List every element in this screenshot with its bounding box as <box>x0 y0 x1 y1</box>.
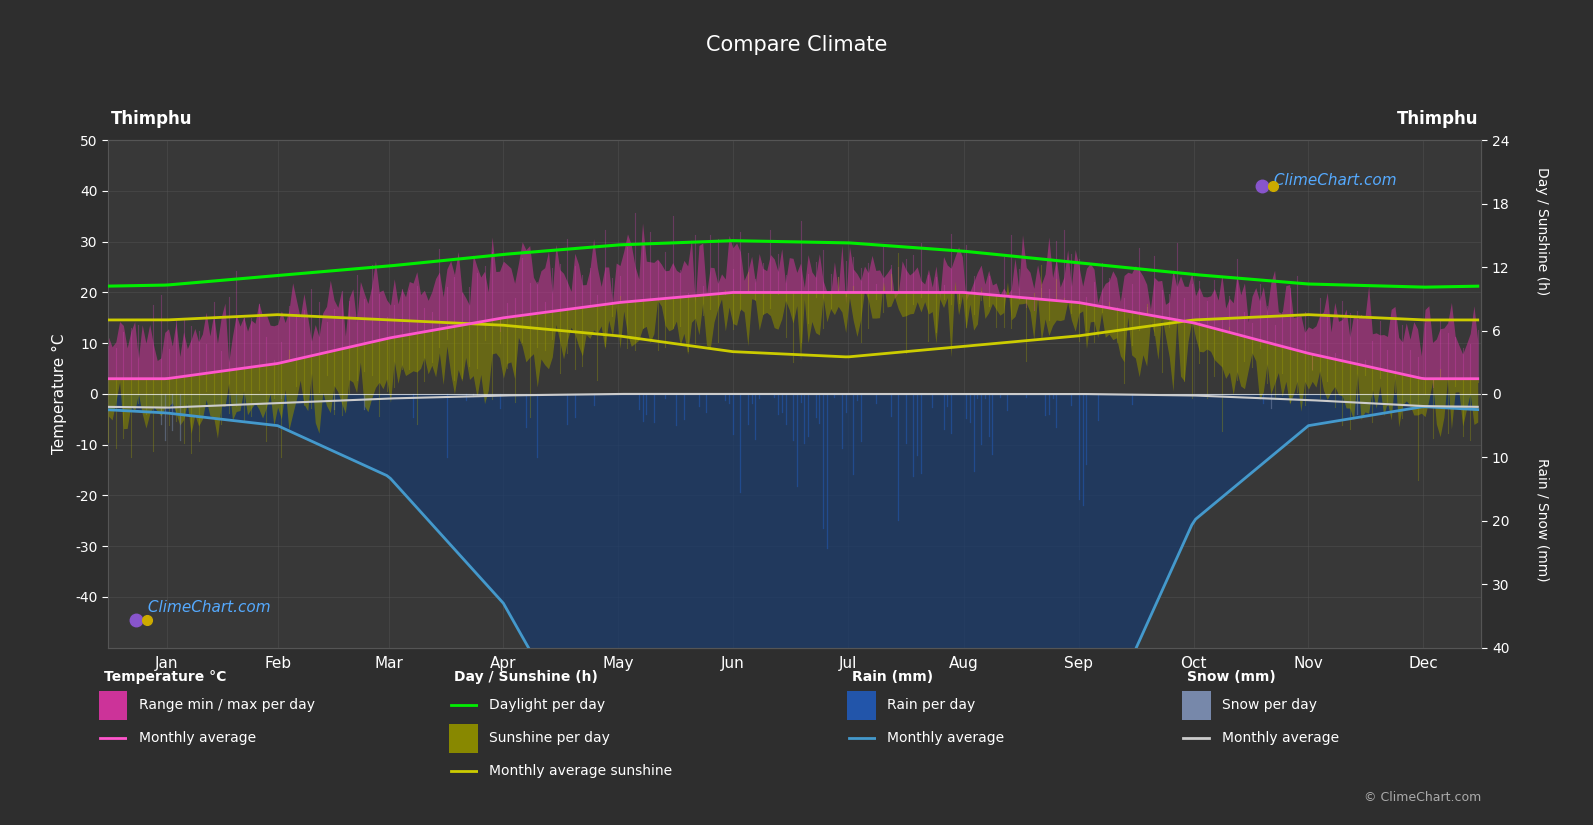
Text: Temperature °C: Temperature °C <box>104 670 226 684</box>
Text: Monthly average: Monthly average <box>139 732 256 745</box>
Text: Monthly average: Monthly average <box>1222 732 1340 745</box>
Text: Snow per day: Snow per day <box>1222 699 1317 712</box>
Text: Thimphu: Thimphu <box>1397 110 1478 128</box>
Text: Day / Sunshine (h): Day / Sunshine (h) <box>454 670 597 684</box>
Text: Rain per day: Rain per day <box>887 699 975 712</box>
Text: Day / Sunshine (h): Day / Sunshine (h) <box>1536 167 1548 295</box>
Text: ClimeChart.com: ClimeChart.com <box>1268 173 1397 188</box>
Text: Rain (mm): Rain (mm) <box>852 670 933 684</box>
Text: Thimphu: Thimphu <box>112 110 193 128</box>
Text: Sunshine per day: Sunshine per day <box>489 732 610 745</box>
Text: Snow (mm): Snow (mm) <box>1187 670 1276 684</box>
Text: Monthly average sunshine: Monthly average sunshine <box>489 765 672 778</box>
Text: Compare Climate: Compare Climate <box>706 35 887 54</box>
Text: © ClimeChart.com: © ClimeChart.com <box>1364 791 1481 804</box>
Text: Range min / max per day: Range min / max per day <box>139 699 314 712</box>
Text: Rain / Snow (mm): Rain / Snow (mm) <box>1536 458 1548 582</box>
Text: Monthly average: Monthly average <box>887 732 1005 745</box>
Text: Daylight per day: Daylight per day <box>489 699 605 712</box>
Text: ClimeChart.com: ClimeChart.com <box>143 600 271 615</box>
Y-axis label: Temperature °C: Temperature °C <box>53 333 67 455</box>
